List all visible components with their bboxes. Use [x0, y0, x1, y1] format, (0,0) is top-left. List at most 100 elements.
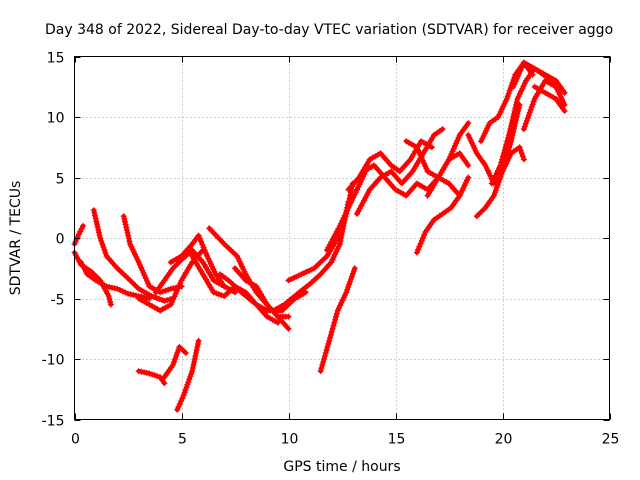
data-point: [191, 356, 198, 362]
x-tick-labels: 0 5 10 15 20 25: [71, 432, 619, 448]
data-point: [351, 265, 358, 272]
data-point: [510, 114, 517, 120]
data-point: [104, 290, 111, 297]
data-point: [503, 141, 510, 148]
data-point: [467, 137, 474, 144]
data-point: [466, 134, 473, 141]
data-point: [111, 285, 118, 292]
data-point: [138, 264, 145, 271]
data-point: [511, 81, 518, 88]
data-point: [170, 296, 177, 303]
data-point: [498, 106, 505, 113]
data-point: [493, 170, 500, 177]
data-point: [350, 194, 357, 201]
data-point: [285, 313, 292, 320]
data-point: [451, 142, 458, 149]
data-point: [105, 293, 112, 300]
data-point: [518, 88, 525, 95]
series-trace: [478, 59, 536, 145]
data-point: [561, 107, 568, 114]
data-point: [491, 175, 498, 182]
data-point: [517, 67, 524, 74]
data-point: [119, 288, 126, 295]
data-point: [487, 172, 494, 179]
data-point: [200, 244, 207, 251]
data-point: [205, 255, 212, 262]
data-point: [320, 359, 327, 365]
data-point: [324, 247, 330, 254]
data-point: [421, 231, 428, 238]
data-point: [96, 232, 103, 239]
data-point: [500, 150, 507, 157]
data-point: [140, 270, 147, 276]
data-point: [149, 371, 156, 378]
data-point: [515, 73, 521, 79]
data-point: [102, 287, 109, 294]
data-point: [343, 209, 349, 216]
data-point: [355, 208, 362, 215]
data-point: [495, 179, 502, 186]
data-point: [333, 310, 340, 317]
data-point: [180, 392, 187, 399]
data-point: [349, 270, 356, 277]
data-point: [161, 380, 168, 387]
data-point: [100, 244, 107, 251]
data-point: [327, 334, 333, 341]
data-point: [347, 278, 354, 285]
data-point: [124, 229, 131, 236]
data-point: [215, 291, 222, 298]
data-point: [122, 218, 128, 225]
data-point: [141, 272, 148, 279]
data-point: [498, 159, 505, 166]
data-point: [326, 337, 333, 344]
data-point: [511, 108, 518, 114]
data-point: [507, 126, 514, 133]
data-point: [417, 240, 424, 247]
data-point: [321, 353, 328, 359]
data-point: [189, 365, 196, 372]
data-point: [499, 168, 506, 175]
y-tick-label: 5: [56, 172, 65, 188]
data-point: [416, 149, 423, 156]
data-point: [508, 123, 515, 130]
data-point: [347, 199, 354, 206]
data-point: [181, 389, 188, 396]
y-tick-label: -15: [42, 414, 65, 430]
data-point: [418, 155, 425, 161]
data-point: [327, 331, 334, 338]
data-point: [478, 138, 485, 145]
data-point: [206, 258, 213, 265]
data-point: [144, 278, 150, 284]
data-point: [340, 294, 347, 301]
series-line: [271, 199, 351, 313]
data-point: [164, 297, 171, 304]
data-point: [174, 349, 181, 356]
series-trace: [324, 168, 369, 254]
data-point: [334, 228, 340, 235]
data-point: [499, 156, 506, 163]
data-point: [481, 130, 488, 137]
data-point: [520, 126, 527, 133]
data-point: [423, 165, 430, 172]
data-point: [171, 293, 178, 300]
data-point: [92, 215, 99, 222]
data-point: [522, 120, 529, 127]
data-point: [159, 288, 166, 295]
data-point: [317, 368, 324, 375]
data-point: [512, 78, 519, 85]
data-point: [514, 95, 521, 102]
data-point: [428, 144, 435, 151]
data-point: [125, 235, 132, 242]
data-point: [500, 103, 507, 110]
data-point: [496, 176, 503, 183]
data-point: [186, 376, 193, 383]
series-trace: [71, 222, 87, 248]
series-trace: [510, 59, 568, 96]
data-point: [90, 207, 97, 214]
data-point: [365, 189, 372, 196]
data-point: [527, 106, 534, 113]
data-point: [497, 173, 504, 180]
data-point: [183, 384, 190, 391]
data-point: [341, 212, 348, 219]
x-tick-label: 0: [71, 432, 80, 448]
